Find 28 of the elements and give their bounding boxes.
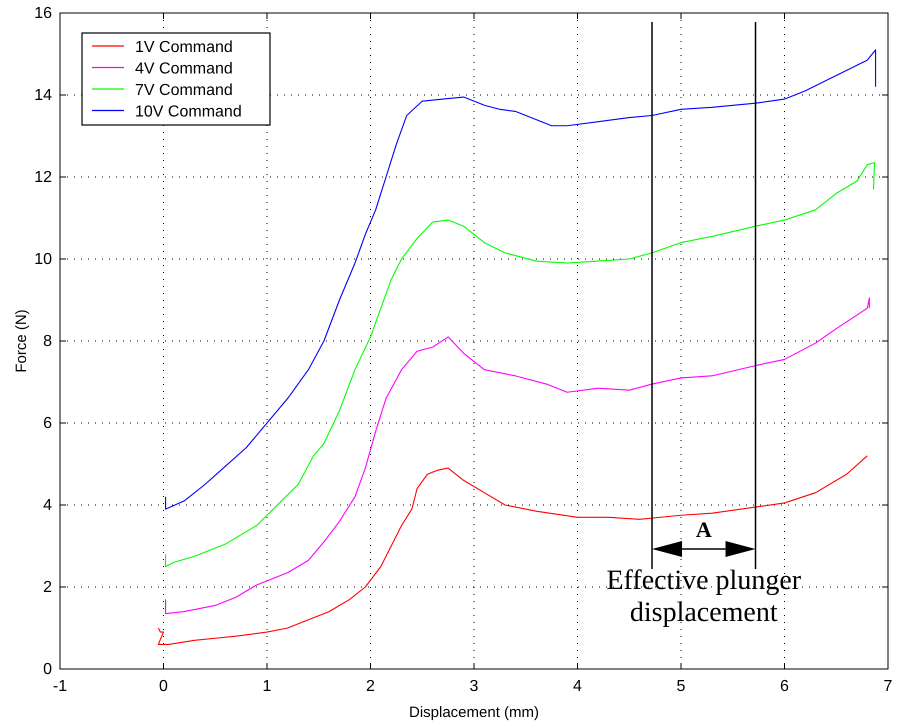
y-tick-label: 12 xyxy=(34,169,52,186)
legend-label: 7V Command xyxy=(135,82,233,99)
x-tick-label: 0 xyxy=(159,678,168,695)
x-tick-label: 1 xyxy=(262,678,272,695)
y-axis-title: Force (N) xyxy=(13,309,30,373)
x-tick-label: 7 xyxy=(884,678,893,695)
annotation: Effective plunger displacement xyxy=(606,565,802,628)
y-tick-label: 10 xyxy=(34,251,52,268)
y-tick-label: 6 xyxy=(43,415,52,432)
legend-label: 4V Command xyxy=(135,60,233,78)
y-tick-label: 4 xyxy=(43,497,52,514)
annotation: A xyxy=(696,517,712,542)
y-tick-label: 2 xyxy=(43,579,52,596)
legend-label: 1V Command xyxy=(135,39,233,56)
x-tick-label: 3 xyxy=(470,678,479,695)
x-tick-label: -1 xyxy=(52,678,68,695)
y-tick-label: 0 xyxy=(43,661,52,678)
legend-label: 10V Command xyxy=(135,104,242,120)
x-tick-label: 2 xyxy=(366,678,376,695)
y-tick-label: 8 xyxy=(43,333,52,350)
line-series xyxy=(158,455,868,645)
x-tick-label: 4 xyxy=(573,678,582,695)
x-axis-title: Displacement (mm) xyxy=(408,704,540,721)
y-tick-label: 16 xyxy=(34,5,52,22)
x-tick-label: 6 xyxy=(780,678,790,695)
y-tick-label: 14 xyxy=(34,87,52,104)
x-tick-label: 5 xyxy=(676,678,686,695)
line-series xyxy=(165,162,876,568)
